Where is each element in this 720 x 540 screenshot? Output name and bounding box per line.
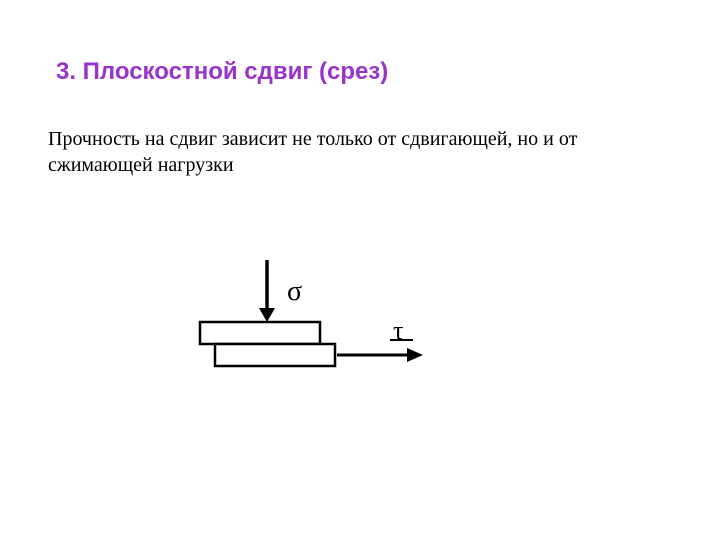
- tau-symbol: τ: [393, 316, 403, 346]
- shear-diagram: σ τ: [195, 260, 435, 395]
- section-heading: 3. Плоскостной сдвиг (срез): [56, 58, 388, 86]
- sigma-symbol: σ: [287, 276, 302, 308]
- body-paragraph: Прочность на сдвиг зависит не только от …: [48, 126, 608, 178]
- sigma-arrow-head: [259, 308, 275, 322]
- top-block: [200, 322, 320, 344]
- tau-arrow-head: [407, 348, 423, 362]
- bottom-block: [215, 344, 335, 366]
